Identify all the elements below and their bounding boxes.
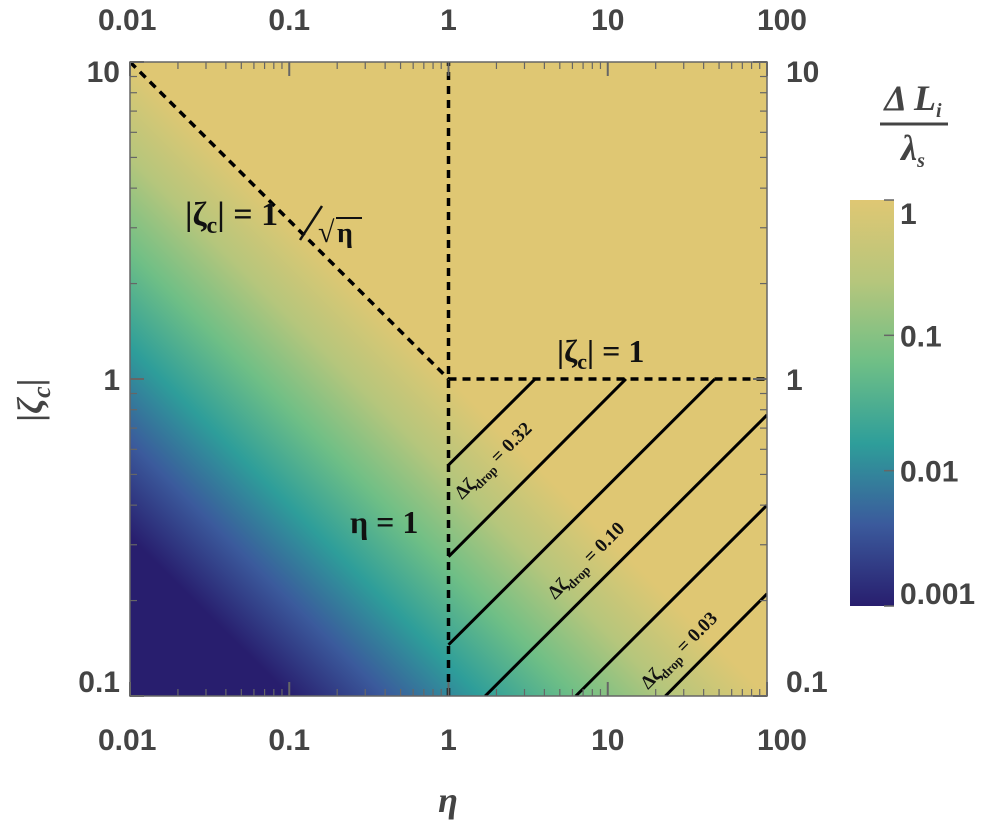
x-axis-label: η xyxy=(438,780,458,820)
svg-text:η: η xyxy=(337,218,353,249)
boundary-zeta-eq-inv-sqrt-eta xyxy=(130,62,450,381)
drop-contours xyxy=(447,377,767,696)
colorbar-ticks: 1 0.1 0.01 0.001 xyxy=(884,198,975,611)
y-tick-label-left: 0.1 xyxy=(78,666,120,699)
colorbar-title: Δ Li λs xyxy=(880,78,948,172)
y-tick-label-left: 10 xyxy=(87,56,120,89)
colorbar-tick-label: 0.001 xyxy=(900,578,975,611)
y-axis-label: |ζc| xyxy=(10,378,56,421)
y-tick-label-right: 1 xyxy=(786,364,803,397)
axis-tick-labels: 0.01 0.01 0.1 0.1 1 1 10 10 100 100 0.1 0.1 1 1 10 10 xyxy=(78,4,827,757)
contour-line-2 xyxy=(447,377,716,646)
x-tick-label-bottom: 10 xyxy=(591,724,624,757)
annotation-zeta-one: |ζc| = 1 xyxy=(557,333,644,374)
colorbar-tick-label: 1 xyxy=(900,198,917,231)
annotation-inv-sqrt: |ζc| = 1 √ η xyxy=(185,196,362,249)
annotation-eta-one: η = 1 xyxy=(350,504,418,540)
colorbar xyxy=(850,200,894,606)
colorbar-tick-label: 0.1 xyxy=(900,320,942,353)
x-tick-label-top: 10 xyxy=(591,4,624,37)
colorbar-tick-label: 0.01 xyxy=(900,456,958,489)
y-tick-label-right: 10 xyxy=(786,56,819,89)
regime-boundaries xyxy=(130,62,767,696)
x-tick-label-bottom: 100 xyxy=(757,724,807,757)
fraction-slash xyxy=(298,205,324,241)
x-tick-label-bottom: 1 xyxy=(440,724,457,757)
y-tick-label-left: 1 xyxy=(103,364,120,397)
svg-text:λs: λs xyxy=(899,128,925,172)
contour-line-0 xyxy=(447,377,537,467)
x-tick-label-bottom: 0.01 xyxy=(98,724,156,757)
contour-line-1 xyxy=(447,377,627,558)
x-tick-label-top: 1 xyxy=(440,4,457,37)
x-tick-label-top: 0.01 xyxy=(98,4,156,37)
y-tick-label-right: 0.1 xyxy=(786,666,828,699)
x-tick-label-bottom: 0.1 xyxy=(268,724,310,757)
contour-line-4 xyxy=(574,504,767,696)
sqrt-symbol: √ xyxy=(318,216,335,249)
svg-text:|ζc| = 1: |ζc| = 1 xyxy=(185,196,278,239)
x-tick-label-top: 100 xyxy=(757,4,807,37)
x-tick-label-top: 0.1 xyxy=(268,4,310,37)
contour-line-5 xyxy=(664,592,767,696)
axis-ticks xyxy=(129,61,768,697)
contour-line-3 xyxy=(484,413,767,696)
svg-text:Δ Li: Δ Li xyxy=(882,78,942,122)
